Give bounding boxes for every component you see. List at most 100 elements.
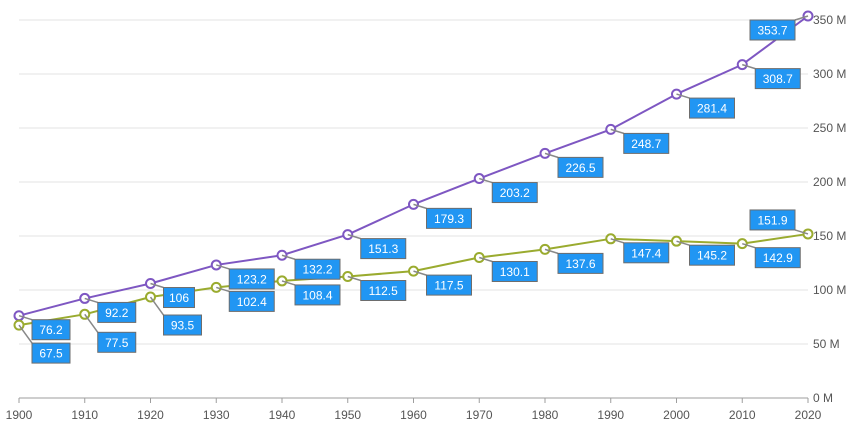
x-tick-label: 1910 [71,408,98,422]
data-label-box [754,68,801,90]
data-label-box [360,280,407,301]
data-label: 67.5 [18,324,71,364]
x-tick-label: 1930 [203,408,230,422]
data-label-text: 123.2 [237,272,267,286]
data-label-box [163,287,195,309]
axes: 0 M 50 M 100 M 150 M 200 M 250 M 300 M 350 M 190… [6,13,847,422]
data-label: 147.4 [610,238,670,264]
data-label-box [97,301,137,323]
y-tick-label: 200 M [813,175,846,189]
y-tick-label: 250 M [813,121,846,135]
data-label-connector [479,256,493,263]
data-label-box [426,207,472,229]
data-label: 132.2 [281,254,341,280]
data-label-box [491,182,538,204]
data-label-text: 147.4 [631,246,661,260]
data-label-text: 76.2 [39,323,63,337]
data-label-text: 142.9 [763,251,793,265]
data-label-box [360,238,407,260]
data-label-text: 203.2 [500,186,530,200]
data-label: 179.3 [413,203,472,229]
data-label-box [163,314,202,336]
x-tick-label: 1980 [532,408,559,422]
data-label-box [754,247,801,269]
series-lines [13,10,814,331]
data-label-box [228,268,275,290]
data-label-connector [413,270,427,276]
data-label-connector [479,177,493,184]
data-label-connector [216,286,230,293]
data-label-text: 248.7 [631,137,661,151]
data-label-text: 102.4 [237,295,267,309]
data-label-box [623,242,670,264]
x-tick-label: 1990 [597,408,624,422]
data-label-box [689,244,735,266]
data-label-box [426,274,472,296]
data-label-box [749,19,796,41]
data-label: 308.7 [742,63,801,90]
data-label-text: 308.7 [763,72,793,86]
y-tick-label: 100 M [813,283,846,297]
data-label-text: 93.5 [171,319,195,333]
data-label: 106 [150,282,195,309]
data-label-connector [149,296,165,316]
data-label-connector [413,203,427,210]
data-label-connector [347,233,361,240]
y-tick-label: 300 M [813,67,846,81]
data-label-connector [281,254,296,260]
x-tick-label: 1960 [400,408,427,422]
data-label-connector [544,248,559,255]
data-label-text: 112.5 [369,284,398,298]
data-label-text: 226.5 [565,161,595,175]
data-label-connector [676,93,690,99]
y-tick-label: 350 M [813,13,846,27]
data-label: 77.5 [84,313,137,353]
data-label: 92.2 [84,297,137,323]
data-label: 226.5 [544,152,604,178]
data-label-connector [610,128,624,135]
x-tick-label: 2020 [795,408,822,422]
y-tick-label: 0 M [813,391,833,405]
data-label: 203.2 [479,177,538,204]
x-tick-label: 1950 [334,408,361,422]
data-label-box [31,342,71,364]
x-tick-label: 1920 [137,408,164,422]
data-label-text: 151.9 [757,213,787,227]
data-label-text: 151.3 [368,242,398,256]
data-label: 137.6 [544,248,604,274]
data-label: 353.7 [749,15,809,41]
data-label: 151.9 [749,209,809,235]
x-tick-label: 2000 [663,408,690,422]
data-label-connector [676,240,690,246]
data-label-connector [281,280,296,286]
data-label: 102.4 [216,286,275,312]
data-labels: 76.2 92.2 106 123.2 132.2 151.3 179.3 203.2 226.… [18,15,809,364]
series-1-marker [802,10,814,22]
data-label-box [557,156,604,178]
data-label: 130.1 [479,256,538,282]
data-label: 151.3 [347,233,407,260]
data-label-text: 179.3 [434,212,464,226]
data-label: 248.7 [610,128,670,154]
gridlines [19,19,808,345]
data-label-box [623,132,670,154]
data-label-text: 108.4 [302,288,332,302]
data-label-box [294,284,341,306]
data-label: 145.2 [676,240,735,266]
data-label-connector [610,238,624,244]
data-label: 112.5 [347,275,407,301]
data-label-connector [150,282,164,289]
data-label-text: 137.6 [565,257,595,271]
data-label-text: 132.2 [302,263,332,277]
data-label-box [97,331,137,353]
x-tick-label: 2010 [729,408,756,422]
data-label-connector [742,63,756,70]
data-label-text: 353.7 [757,24,787,38]
data-label-text: 67.5 [39,347,63,361]
data-label: 108.4 [281,280,341,306]
data-label-connector [84,297,98,304]
data-label: 76.2 [18,314,71,341]
x-tick-label: 1970 [466,408,493,422]
data-label-connector [794,229,809,235]
